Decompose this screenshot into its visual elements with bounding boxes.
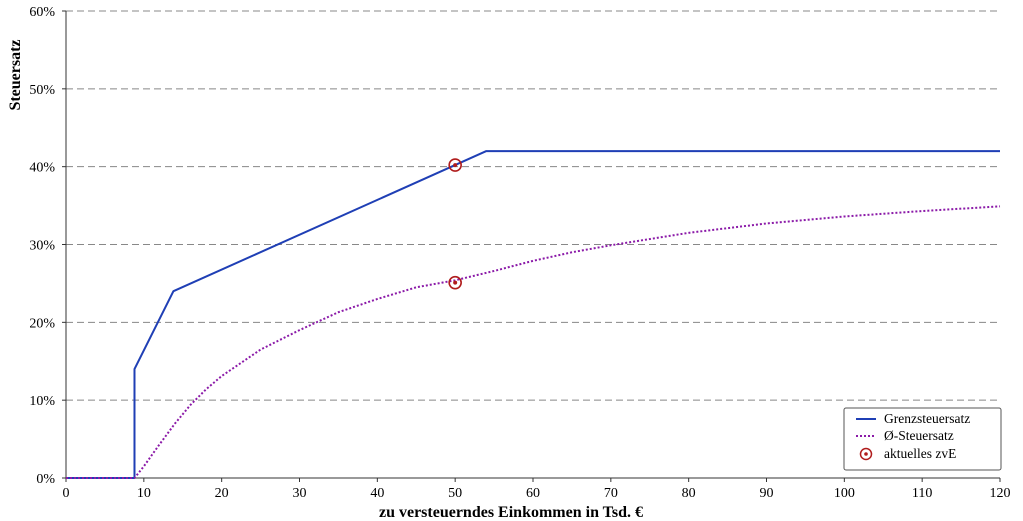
axes: 0% 10% 20% 30% 40% 50% 60% 0 10 20 30 40 50 60 70 80 90 1… [29, 5, 1010, 501]
x-tick-label: 90 [760, 486, 774, 501]
x-axis-title: zu versteuerndes Einkommen in Tsd. € [379, 504, 643, 521]
x-tick-label: 120 [990, 486, 1011, 501]
x-tick-label: 0 [63, 486, 70, 501]
current-income-marker [448, 275, 462, 290]
x-tick-label: 100 [834, 486, 855, 501]
legend-label-durchschnittssteuersatz: Ø-Steuersatz [884, 428, 954, 443]
y-tick-label: 40% [29, 161, 55, 176]
x-tick-label: 110 [912, 486, 932, 501]
x-tick-label: 50 [448, 486, 462, 501]
x-tick-label: 40 [370, 486, 384, 501]
x-tick-label: 60 [526, 486, 540, 501]
legend-label-grenzsteuersatz: Grenzsteuersatz [884, 411, 970, 426]
x-tick-label: 30 [293, 486, 307, 501]
legend: Grenzsteuersatz Ø-Steuersatz aktuelles z… [843, 407, 1002, 471]
x-tick-label: 20 [215, 486, 229, 501]
current-income-marker-dot [453, 280, 458, 285]
series [66, 150, 1001, 479]
y-tick-label: 50% [29, 83, 55, 98]
y-tick-label: 0% [36, 472, 55, 487]
current-income-marker [448, 158, 462, 172]
y-axis-title: Steuersatz [7, 39, 24, 110]
y-tick-label: 60% [29, 5, 55, 20]
x-tick-label: 80 [682, 486, 696, 501]
x-tick-label: 10 [137, 486, 151, 501]
x-tick-label: 70 [604, 486, 618, 501]
legend-marker-dot [864, 452, 868, 456]
current-income-marker-dot [453, 163, 458, 168]
y-tick-label: 30% [29, 239, 55, 254]
current-income-markers [448, 158, 462, 290]
legend-box [843, 407, 1002, 471]
series-line-durchschnittssteuersatz [66, 205, 1001, 479]
y-tick-label: 20% [29, 316, 55, 331]
gridlines [66, 10, 1000, 401]
legend-label-aktuelles-zve: aktuelles zvE [884, 446, 956, 461]
y-tick-label: 10% [29, 394, 55, 409]
